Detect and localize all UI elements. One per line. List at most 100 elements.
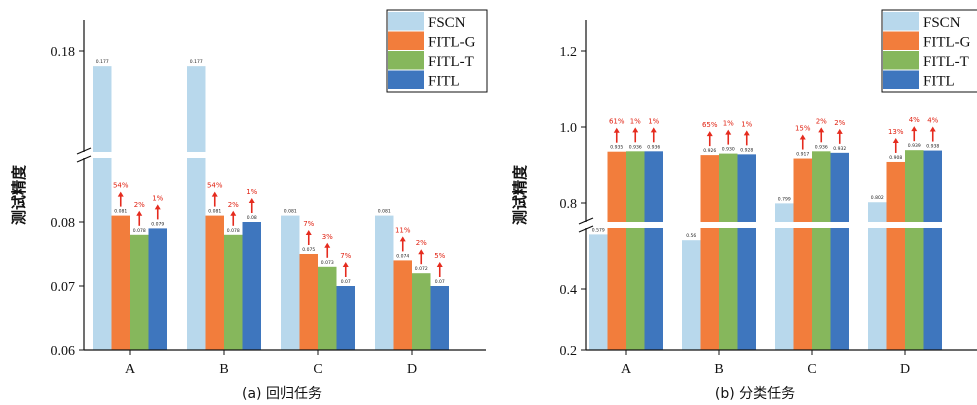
- x-tick-label: A: [621, 362, 632, 377]
- arrow-head-icon: [613, 127, 620, 133]
- bars: 0.579 0.935 61% 0.936 1% 0.936 1% 0.56 0.926 65% 0…: [589, 116, 942, 350]
- y-tick-label: 0.2: [560, 344, 578, 359]
- arrow-head-icon: [818, 127, 825, 133]
- bar-fscn-a: [589, 234, 608, 350]
- data-label: 0.078: [227, 228, 240, 234]
- y-tick-label: 0.8: [560, 197, 578, 212]
- bar-fscn-d: [868, 202, 887, 350]
- x-tick-label: B: [219, 362, 228, 377]
- improvement-label: 1%: [246, 188, 257, 196]
- legend-entry: FITL: [428, 74, 460, 90]
- arrow-head-icon: [230, 210, 237, 216]
- chart-panel-b: 0.5790.93561%0.9361%0.9361%0.560.92665%0…: [511, 9, 977, 402]
- data-label: 0.935: [610, 145, 623, 151]
- legend-swatch: [883, 31, 919, 50]
- legend-swatch: [388, 31, 424, 50]
- improvement-label: 13%: [888, 128, 904, 136]
- bar-fitl-g-b: [205, 215, 224, 350]
- bar-fitl-t-a: [130, 234, 149, 350]
- arrow-head-icon: [418, 249, 425, 255]
- y-axis-label: 测试精度: [511, 164, 529, 225]
- legend-swatch: [388, 51, 424, 70]
- arrow-head-icon: [929, 126, 936, 132]
- data-label: 0.926: [703, 148, 716, 154]
- y-tick-label: 0.18: [51, 45, 76, 60]
- axis-break-mark: [578, 217, 594, 225]
- data-label: 0.56: [686, 233, 696, 239]
- x-tick-label: B: [714, 362, 723, 377]
- arrow-head-icon: [632, 127, 639, 133]
- legend-swatch: [883, 12, 919, 31]
- bar-fitl-b: [737, 154, 756, 350]
- bar-fscn-c: [775, 203, 794, 350]
- legend-swatch: [883, 70, 919, 89]
- data-label: 0.073: [321, 260, 334, 266]
- axes: 0.06 0.07 0.08 0.18 A B C D: [51, 20, 486, 377]
- improvement-label: 1%: [630, 117, 641, 125]
- y-tick-label: 0.07: [51, 280, 76, 295]
- improvement-label: 1%: [648, 117, 659, 125]
- axis-break-mark: [76, 155, 92, 163]
- improvement-label: 7%: [340, 252, 351, 260]
- data-label: 0.081: [284, 209, 297, 215]
- data-label: 0.938: [926, 144, 939, 150]
- improvement-label: 3%: [322, 233, 333, 241]
- arrow-head-icon: [836, 128, 843, 134]
- bar-fitl-t-b: [224, 234, 243, 350]
- y-tick-label: 1.2: [560, 45, 578, 60]
- arrow-head-icon: [743, 130, 750, 136]
- legend-entry: FITL-T: [923, 54, 969, 70]
- improvement-label: 2%: [134, 201, 145, 209]
- data-label: 0.081: [114, 209, 127, 215]
- arrow-head-icon: [650, 127, 657, 133]
- bar-fitl-d: [923, 150, 942, 350]
- x-tick-label: A: [125, 362, 136, 377]
- data-label: 0.936: [815, 144, 828, 150]
- improvement-label: 2%: [834, 119, 845, 127]
- arrow-head-icon: [117, 191, 124, 197]
- arrow-head-icon: [154, 204, 161, 210]
- improvement-label: 5%: [434, 252, 445, 260]
- axis-break: [580, 222, 977, 228]
- arrow-head-icon: [892, 137, 899, 143]
- improvement-label: 1%: [152, 194, 163, 202]
- improvement-label: 2%: [228, 201, 239, 209]
- bar-fitl-c: [336, 286, 355, 350]
- bar-fitl-t-d: [412, 273, 431, 350]
- bar-fitl-d: [430, 286, 449, 350]
- legend: FSCN FITL-G FITL-T FITL: [386, 9, 488, 93]
- bars: 0.177 0.081 54% 0.078 2% 0.079 1% 0.177 0.081 54%…: [93, 59, 449, 351]
- bar-fitl-g-d: [393, 260, 412, 350]
- data-label: 0.075: [302, 247, 315, 253]
- data-label: 0.932: [833, 146, 846, 152]
- y-tick-label: 0.06: [51, 344, 76, 359]
- data-label: 0.081: [378, 209, 391, 215]
- data-label: 0.079: [151, 221, 164, 227]
- arrow-head-icon: [399, 236, 406, 242]
- legend-entry: FSCN: [923, 15, 961, 31]
- data-label: 0.072: [415, 266, 428, 272]
- data-label: 0.936: [629, 144, 642, 150]
- data-label: 0.177: [96, 59, 109, 65]
- data-label: 0.07: [435, 279, 445, 285]
- y-tick-label: 0.4: [560, 283, 578, 298]
- data-label: 0.579: [592, 227, 605, 233]
- data-label: 0.177: [190, 59, 203, 65]
- legend-entry: FITL-G: [428, 35, 476, 51]
- data-label: 0.07: [341, 279, 351, 285]
- improvement-label: 1%: [741, 120, 752, 128]
- bar-fitl-g-d: [886, 161, 905, 350]
- data-label: 0.081: [208, 209, 221, 215]
- y-tick-label: 0.08: [51, 216, 76, 231]
- improvement-label: 2%: [416, 239, 427, 247]
- improvement-label: 11%: [395, 226, 411, 234]
- improvement-label: 1%: [723, 120, 734, 128]
- bar-fitl-c: [830, 152, 849, 350]
- legend-entry: FITL: [923, 74, 955, 90]
- bar-fitl-t-c: [812, 151, 831, 350]
- axis-break: [78, 152, 486, 158]
- data-label: 0.074: [396, 253, 409, 259]
- axes: 0.2 0.4 0.8 1.0 1.2 A B C D: [560, 20, 977, 377]
- improvement-label: 54%: [207, 182, 223, 190]
